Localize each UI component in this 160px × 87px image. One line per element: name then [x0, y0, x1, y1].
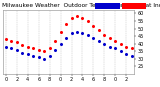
Text: Milwaukee Weather  Outdoor Temperature vs Heat Index (24 Hours): Milwaukee Weather Outdoor Temperature vs… — [2, 3, 160, 8]
